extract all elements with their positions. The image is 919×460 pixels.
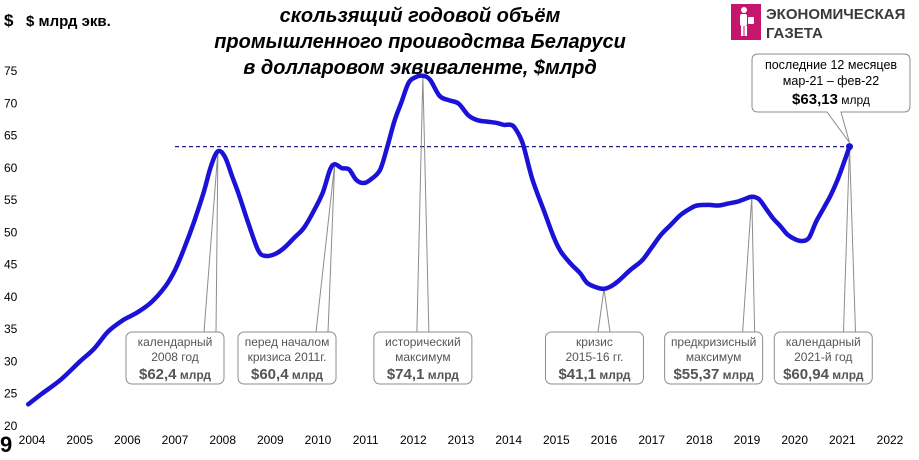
annotation-value: $41,1 млрд [558, 366, 630, 383]
series-end-point [845, 143, 853, 151]
x-tick-label: 2010 [305, 433, 332, 447]
annotation-text: предкризисный [671, 335, 756, 349]
callout-frame [751, 53, 911, 143]
x-tick-label: 2016 [591, 433, 618, 447]
annotation-value: $74,1 млрд [387, 366, 459, 383]
annotation-leaders [203, 75, 856, 333]
axes: 20 25 30 35 40 45 50 55 60 65 70 75 2004 2005 2006 2007… [4, 64, 904, 447]
annotation-text: 2021-й год [794, 350, 852, 364]
annotation-leader [742, 196, 756, 333]
y-tick-label: 45 [4, 258, 18, 272]
callout-value: $63,13 млрд [792, 91, 870, 108]
annotation-text: максимум [395, 350, 451, 364]
y-tick-label: 65 [4, 129, 18, 143]
annotation-frame [237, 331, 337, 385]
x-tick-label: 2004 [19, 433, 46, 447]
series-line [25, 73, 852, 407]
x-tick-label: 2011 [353, 433, 379, 447]
y-tick-label: 60 [4, 161, 18, 175]
x-tick-label: 2005 [66, 433, 93, 447]
y-tick-label: 40 [4, 290, 18, 304]
annotation-text: кризиса 2011г. [248, 350, 327, 364]
x-tick-label: 2022 [877, 433, 904, 447]
y-tick-label: 20 [4, 419, 18, 433]
y-tick-label: 35 [4, 322, 18, 336]
callout-text: мар-21 – фев-22 [783, 74, 879, 88]
x-tick-label: 2008 [209, 433, 236, 447]
annotation-frame [664, 331, 764, 385]
chart-title-line-1: скользящий годовой объём [280, 5, 561, 27]
y-axis-label: $ млрд экв. [26, 13, 111, 30]
x-tick-label: 2018 [686, 433, 713, 447]
annotation-text: кризис [576, 335, 613, 349]
brand-name-line-1: ЭКОНОМИЧЕСКАЯ [766, 6, 905, 23]
x-tick-label: 2021 [829, 433, 856, 447]
logo-figure [740, 7, 754, 36]
chart-title-line-2: промышленного проиводства Беларуси [214, 31, 626, 53]
x-tick-label: 2020 [781, 433, 808, 447]
annotation-value: $60,4 млрд [251, 366, 323, 383]
callout-group: последние 12 месяцев мар-21 – фев-22 $63,1… [751, 53, 911, 143]
annotation-value: $60,94 млрд [783, 366, 864, 383]
y-tick-label: 75 [4, 64, 18, 78]
x-tick-label: 2014 [495, 433, 522, 447]
annotation-frame [125, 331, 225, 385]
annotation-text: календарный [786, 335, 861, 349]
annotation-text: исторический [385, 335, 461, 349]
chart-title-line-3: в долларовом эквиваленте, $млрд [243, 57, 597, 79]
brand-logo: ЭКОНОМИЧЕСКАЯ ГАЗЕТА [731, 4, 905, 42]
callout-text: последние 12 месяцев [765, 58, 897, 72]
annotation-text: 2015-16 гг. [565, 350, 623, 364]
annotation-leader [416, 75, 430, 333]
y-tick-label: 30 [4, 354, 18, 368]
dollar-glyph: $ [4, 11, 14, 30]
brand-name-line-2: ГАЗЕТА [766, 25, 823, 42]
annotation-frame [373, 331, 473, 385]
x-tick-label: 2017 [638, 433, 665, 447]
x-tick-label: 2007 [162, 433, 189, 447]
annotation-leader [842, 146, 856, 333]
annotation-frame [544, 331, 644, 385]
series-group [25, 73, 853, 407]
x-tick-label: 2013 [448, 433, 475, 447]
annotation-value: $62,4 млрд [139, 366, 211, 383]
annotation-text: 2008 год [151, 350, 199, 364]
y-tick-label: 55 [4, 193, 18, 207]
annotation-frame [773, 331, 873, 385]
y-tick-label: 25 [4, 387, 18, 401]
x-tick-label: 2012 [400, 433, 427, 447]
page-corner-mark: 9 [0, 432, 12, 455]
annotation-text: календарный [138, 335, 213, 349]
annotation-text: максимум [686, 350, 742, 364]
x-tick-label: 2009 [257, 433, 284, 447]
annotation-leader [597, 288, 611, 333]
x-tick-label: 2019 [734, 433, 761, 447]
annotation-text: перед началом [245, 335, 330, 349]
annotation-value: $55,37 млрд [673, 366, 754, 383]
x-tick-label: 2006 [114, 433, 141, 447]
y-tick-label: 50 [4, 225, 18, 239]
y-tick-label: 70 [4, 96, 18, 110]
x-tick-label: 2015 [543, 433, 570, 447]
